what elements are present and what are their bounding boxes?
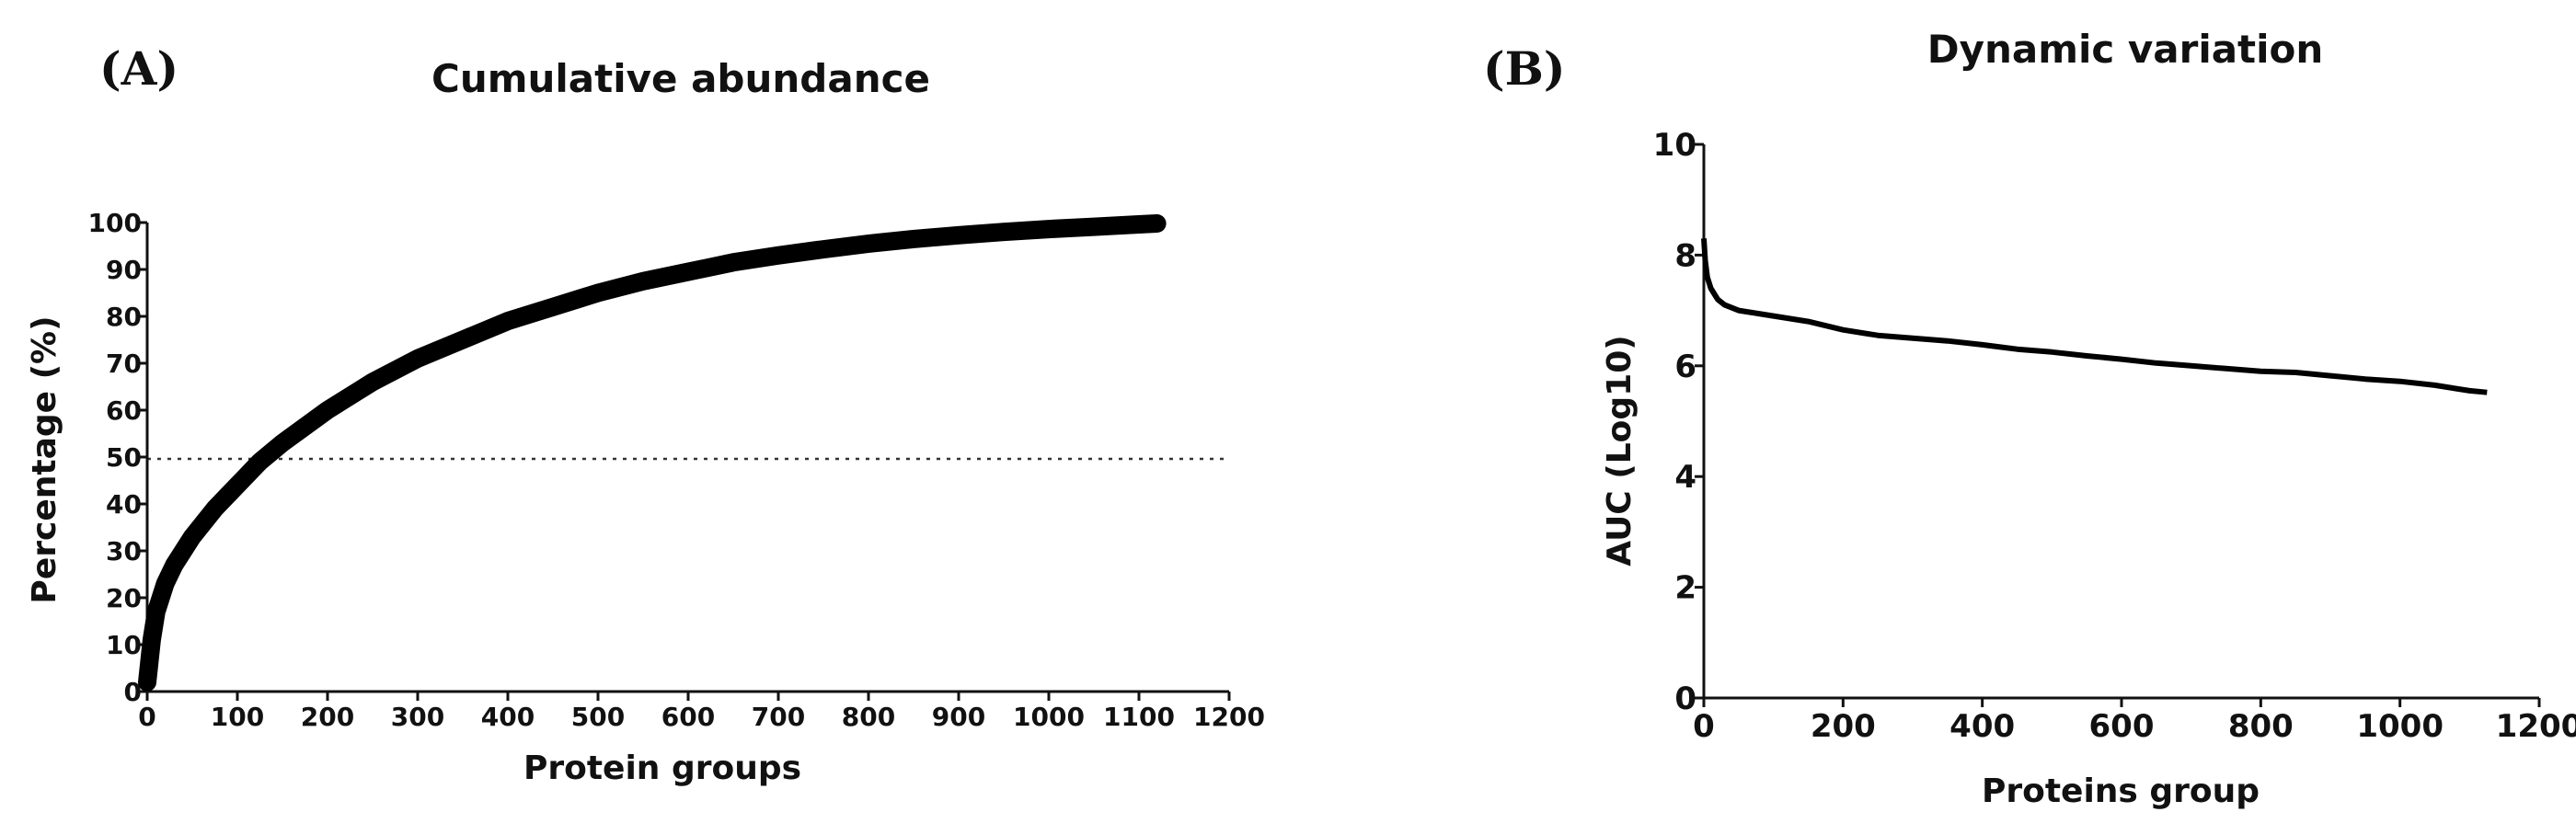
chart-a-x-tick-label: 1200 [1193,702,1265,732]
chart-a-y-tick-label: 40 [106,489,142,520]
chart-a-ylabel: Percentage (%) [26,315,63,603]
chart-a-y-tick-label: 100 [88,208,142,238]
chart-a-x-tick-label: 600 [661,702,715,732]
chart-a-x-tick-label: 1100 [1103,702,1175,732]
panel-a: (A) Cumulative abundance Percentage (%) … [26,41,1265,787]
chart-a-x-tick-label: 100 [211,702,264,732]
chart-a-x-tick-label: 900 [932,702,985,732]
chart-b-ticks: 0 200 400 600 800 1000 1200 0 2 4 6 8 10 [1653,127,2576,745]
chart-a-x-tick-label: 800 [842,702,895,732]
panel-a-label: (A) [99,41,178,96]
chart-a-y-tick-label: 60 [106,395,142,426]
chart-a-axes [145,223,1229,693]
chart-a-x-tick-label: 1000 [1013,702,1085,732]
chart-a-y-tick-label: 80 [106,302,142,332]
chart-a-x-tick-label: 400 [481,702,535,732]
chart-b-y-tick-label: 8 [1674,237,1696,274]
chart-a-x-tick-label: 0 [138,702,155,732]
chart-a-ticks: 0 100 200 300 400 500 600 700 800 900 1000 1100 1200… [88,208,1265,732]
chart-a-y-tick-label: 90 [106,255,142,285]
chart-a-y-tick-label: 0 [124,677,142,707]
chart-a-y-tick-label: 50 [106,442,142,473]
chart-a-y-tick-label: 70 [106,349,142,379]
chart-b-y-tick-label: 10 [1653,127,1696,164]
chart-b-x-tick-label: 600 [2089,708,2155,745]
chart-b-x-tick-label: 0 [1693,708,1715,745]
chart-b-y-tick-label: 0 [1674,681,1696,717]
chart-a-y-tick-label: 20 [106,583,142,613]
chart-b-x-tick-label: 800 [2228,708,2294,745]
chart-b-series-line [1701,238,2488,395]
chart-a-x-tick-label: 200 [301,702,354,732]
chart-a-title: Cumulative abundance [431,56,930,101]
chart-a-series [138,214,1167,692]
panel-b-label: (B) [1483,41,1566,96]
chart-a-x-tick-label: 500 [571,702,625,732]
panel-b: (B) Dynamic variation AUC (Log10) Protei… [1483,27,2576,810]
chart-a-series-line [138,214,1167,692]
chart-b-ylabel: AUC (Log10) [1601,335,1639,566]
chart-b-x-tick-label: 400 [1949,708,2015,745]
chart-a-axis-lines [145,223,1229,693]
chart-b-axis-lines [1702,144,2539,700]
chart-a-xlabel: Protein groups [523,749,801,787]
chart-a-x-tick-label: 300 [391,702,444,732]
chart-b-y-tick-label: 2 [1674,570,1696,607]
chart-b-y-tick-label: 6 [1674,349,1696,385]
chart-a-y-tick-label: 30 [106,536,142,566]
chart-a-y-tick-label: 10 [106,630,142,660]
chart-b-axes [1702,144,2539,700]
chart-b-xlabel: Proteins group [1982,772,2260,810]
chart-a-x-tick-label: 700 [752,702,805,732]
chart-b-x-tick-label: 200 [1811,708,1876,745]
chart-b-title: Dynamic variation [1927,27,2324,72]
chart-b-series [1701,238,2488,395]
chart-b-y-tick-label: 4 [1674,459,1696,496]
chart-b-x-tick-label: 1200 [2496,708,2576,745]
chart-b-x-tick-label: 1000 [2356,708,2444,745]
